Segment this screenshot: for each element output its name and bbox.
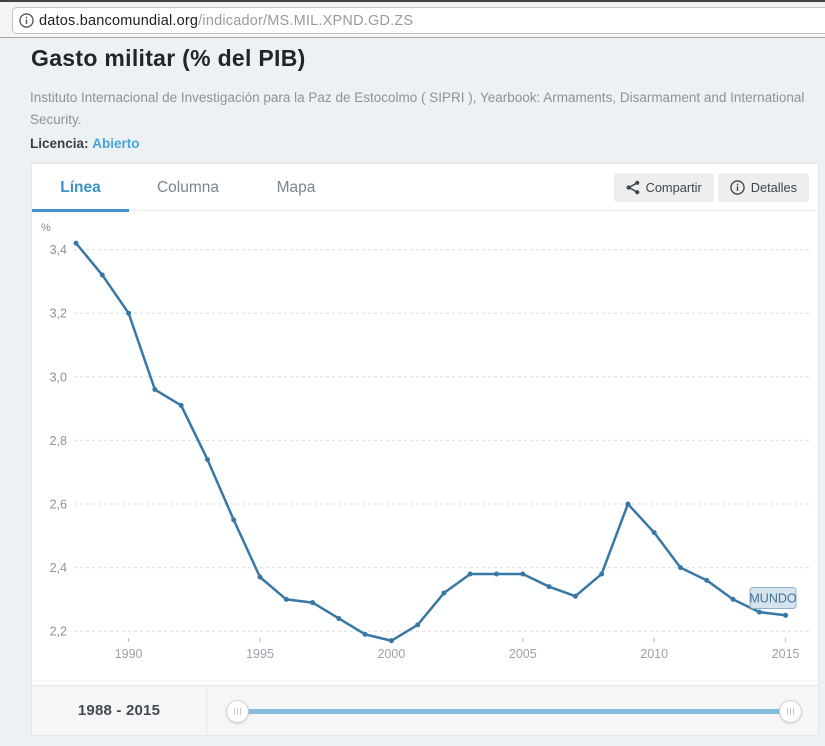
data-point[interactable] — [704, 577, 710, 583]
data-point[interactable] — [178, 402, 184, 408]
y-axis-label: 2,4 — [50, 561, 67, 575]
share-icon — [626, 180, 640, 195]
x-axis-label: 2015 — [772, 647, 800, 661]
x-axis-label: 2010 — [640, 647, 668, 661]
data-point[interactable] — [126, 310, 132, 316]
share-button[interactable]: Compartir — [613, 173, 714, 202]
data-point[interactable] — [388, 638, 394, 644]
data-point[interactable] — [231, 517, 237, 523]
tab-columna[interactable]: Columna — [156, 178, 220, 196]
x-axis-label: 2000 — [377, 647, 405, 661]
license-link[interactable]: Abierto — [92, 136, 140, 151]
url-host: datos.bancomundial.org — [39, 12, 199, 29]
chart-actions: Compartir Detalles — [613, 173, 809, 202]
y-axis-label: 2,6 — [50, 498, 67, 512]
data-point[interactable] — [546, 584, 552, 590]
grip-lines-icon — [234, 708, 241, 715]
data-point[interactable] — [310, 600, 316, 606]
tab-linea[interactable]: Línea — [32, 164, 129, 212]
y-axis-label: 3,0 — [50, 370, 67, 384]
url-path: /indicador/MS.MIL.XPND.GD.ZS — [198, 12, 414, 29]
data-point[interactable] — [494, 571, 500, 577]
page-body: Gasto militar (% del PIB) Instituto Inte… — [0, 38, 825, 746]
data-point[interactable] — [730, 596, 736, 602]
y-axis-unit: % — [41, 222, 51, 234]
series-annotation-box — [749, 587, 797, 609]
time-range-footer: 1988 - 2015 — [32, 685, 818, 735]
data-point[interactable] — [677, 565, 683, 571]
info-circle-icon — [730, 180, 745, 195]
data-point[interactable] — [362, 631, 368, 637]
year-range-slider[interactable] — [207, 686, 818, 735]
data-point[interactable] — [625, 501, 631, 507]
data-point[interactable] — [99, 272, 105, 278]
range-label: 1988 - 2015 — [32, 686, 207, 735]
x-axis-label: 2005 — [509, 647, 537, 661]
details-button[interactable]: Detalles — [717, 173, 809, 202]
data-line[interactable] — [75, 242, 786, 642]
data-point[interactable] — [572, 593, 578, 599]
data-point[interactable] — [204, 456, 210, 462]
details-button-label: Detalles — [750, 180, 797, 195]
data-point[interactable] — [283, 596, 289, 602]
share-button-label: Compartir — [645, 180, 702, 195]
data-point[interactable] — [441, 590, 447, 596]
slider-handle-start[interactable] — [226, 700, 249, 723]
info-icon — [19, 13, 34, 28]
page-title: Gasto militar (% del PIB) — [31, 45, 306, 71]
license-line: Licencia: Abierto — [30, 136, 140, 151]
line-chart[interactable]: 2,2 2,4 2,6 2,8 3,0 3,2 3,4% 1990 1995 2000 2005 20… — [32, 211, 818, 687]
tab-mapa[interactable]: Mapa — [276, 178, 316, 196]
data-point[interactable] — [257, 574, 263, 580]
slider-track[interactable] — [237, 709, 788, 714]
browser-toolbar: datos.bancomundial.org/indicador/MS.MIL.… — [0, 0, 825, 38]
indicator-source: Instituto Internacional de Investigación… — [30, 90, 805, 127]
data-point[interactable] — [651, 530, 657, 536]
license-label: Licencia: — [30, 136, 89, 151]
chart-card: Línea Columna Mapa — [31, 163, 819, 736]
data-point[interactable] — [415, 622, 421, 628]
y-axis-label: 2,2 — [50, 625, 67, 639]
url-text: datos.bancomundial.org/indicador/MS.MIL.… — [39, 13, 413, 29]
address-bar[interactable]: datos.bancomundial.org/indicador/MS.MIL.… — [12, 7, 825, 34]
data-point[interactable] — [520, 571, 526, 577]
data-point[interactable] — [467, 571, 473, 577]
data-point[interactable] — [599, 571, 605, 577]
y-axis-label: 3,4 — [50, 243, 67, 257]
x-axis-label: 1995 — [246, 647, 274, 661]
data-point[interactable] — [336, 615, 342, 621]
grip-lines-icon — [787, 708, 794, 715]
series-annotation-label: MUNDO — [749, 592, 796, 606]
y-axis-label: 2,8 — [50, 434, 67, 448]
x-axis-label: 1990 — [115, 647, 143, 661]
slider-handle-end[interactable] — [779, 700, 802, 723]
data-point[interactable] — [152, 387, 158, 393]
data-point[interactable] — [783, 612, 789, 618]
y-axis-label: 3,2 — [50, 307, 67, 321]
data-point[interactable] — [756, 609, 762, 615]
chart-tabs: Línea Columna Mapa — [32, 164, 818, 212]
data-point[interactable] — [73, 240, 79, 246]
